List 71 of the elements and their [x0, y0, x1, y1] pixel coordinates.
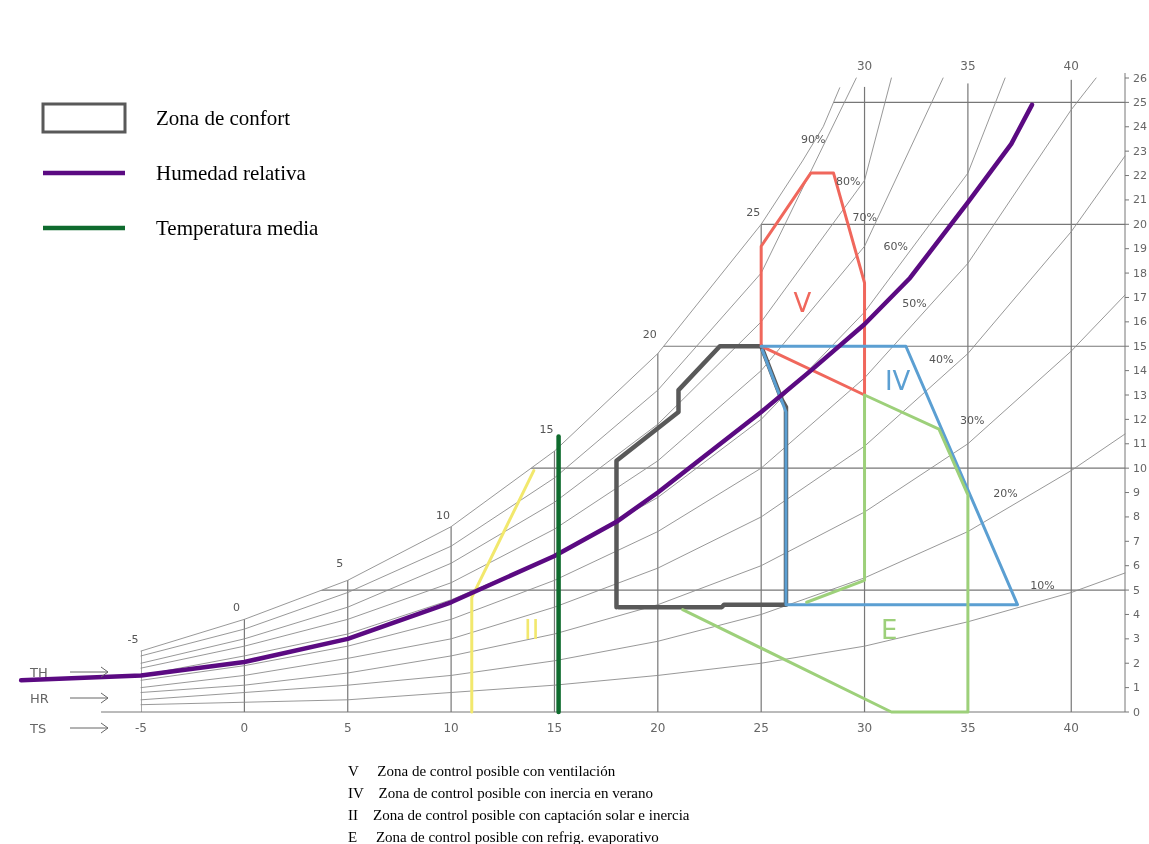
- y-tick-label: 13: [1133, 388, 1147, 402]
- y-tick-label: 24: [1133, 120, 1147, 134]
- text: II Zona de control posible con captación solar e inercia: [348, 807, 690, 823]
- annotation: 15: [539, 423, 554, 437]
- text: IV Zona de control posible con inercia en verano: [348, 785, 654, 801]
- annotation: -5: [127, 633, 139, 647]
- y-tick-label: 2: [1133, 656, 1140, 670]
- y-tick-label: 15: [1133, 339, 1147, 353]
- y-tick-label: 11: [1133, 437, 1147, 451]
- y-tick-label: 10: [1133, 461, 1147, 475]
- line-series: [140, 572, 1126, 706]
- x-tick-label: 0: [240, 721, 249, 735]
- x2-tick-label: 30: [856, 59, 873, 73]
- y-tick-label: 4: [1133, 607, 1140, 621]
- y-tick-label: 17: [1133, 290, 1147, 304]
- annotation: 50%: [902, 296, 927, 310]
- legend-label: Zona de confort: [156, 106, 291, 130]
- y-tick-label: 3: [1133, 632, 1140, 646]
- annotation: 60%: [883, 240, 909, 254]
- y-tick-label: 22: [1133, 169, 1147, 183]
- x-tick-label: 10: [443, 721, 459, 735]
- y-tick-label: 0: [1133, 705, 1140, 719]
- x-tick-label: 20: [650, 721, 666, 735]
- line-series: [140, 155, 1126, 689]
- y-tick-label: 25: [1133, 95, 1147, 109]
- annotation: V: [793, 288, 812, 319]
- y-tick-label: 19: [1133, 242, 1147, 256]
- x-tick-label: 15: [546, 721, 563, 735]
- text: TS: [29, 721, 47, 736]
- annotation: 90%: [800, 133, 826, 147]
- annotation: II: [524, 614, 540, 645]
- text: V Zona de control posible con ventilación: [348, 763, 616, 779]
- y-tick-label: 21: [1133, 193, 1147, 207]
- x-tick-label: 25: [753, 721, 769, 735]
- annotation: 20: [642, 328, 657, 342]
- y-tick-label: 1: [1133, 681, 1140, 695]
- y-tick-label: 5: [1133, 583, 1140, 597]
- x2-tick-label: 35: [960, 59, 976, 73]
- line-series: [140, 433, 1126, 701]
- y-tick-label: 23: [1133, 144, 1147, 158]
- x2-tick-label: 40: [1063, 59, 1079, 73]
- annotation: 10%: [1030, 579, 1055, 593]
- x-tick-label: 5: [343, 721, 352, 735]
- y-tick-label: 8: [1133, 510, 1140, 524]
- x-tick-label: 30: [856, 721, 873, 735]
- y-tick-label: 14: [1133, 364, 1147, 378]
- annotation: HR: [30, 691, 49, 706]
- annotation: 5: [336, 557, 344, 571]
- y-tick-label: 9: [1133, 486, 1140, 500]
- y-tick-label: 20: [1133, 217, 1147, 231]
- legend-label: Humedad relativa: [156, 161, 307, 185]
- annotation: 10: [436, 508, 451, 522]
- line-series: [140, 294, 1126, 693]
- annotation: IV: [884, 366, 911, 397]
- y-tick-label: 7: [1133, 534, 1140, 548]
- y-tick-label: 26: [1133, 71, 1147, 85]
- y-tick-label: 12: [1133, 412, 1147, 426]
- x-tick-label: 35: [960, 721, 976, 735]
- annotation: TH: [29, 665, 48, 680]
- annotation: E: [881, 614, 898, 645]
- annotation: 40%: [929, 352, 954, 366]
- annotation: 0: [232, 601, 240, 615]
- y-tick-label: 18: [1133, 266, 1147, 280]
- y-tick-label: 16: [1133, 315, 1147, 329]
- line-series: [759, 344, 1020, 607]
- x-tick-label: 40: [1063, 721, 1079, 735]
- annotation: 20%: [993, 486, 1018, 500]
- legend-label: Temperatura media: [156, 216, 320, 240]
- annotation: 25: [746, 206, 761, 220]
- y-tick-label: 6: [1133, 559, 1140, 573]
- x-tick-label: -5: [135, 721, 148, 735]
